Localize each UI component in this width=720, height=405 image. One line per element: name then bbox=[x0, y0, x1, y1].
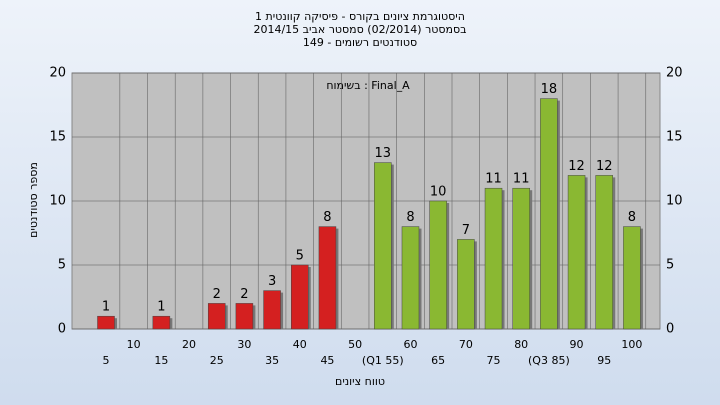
x-tick-label: 40 bbox=[293, 338, 307, 351]
bar bbox=[595, 175, 613, 330]
bar bbox=[429, 200, 447, 330]
data-label: 1 bbox=[157, 300, 165, 315]
data-label: 5 bbox=[296, 249, 304, 264]
data-label: 2 bbox=[240, 287, 248, 302]
x-tick-label: 50 bbox=[348, 338, 362, 351]
x-tick-label: 80 bbox=[514, 338, 528, 351]
x-tick-label: 90 bbox=[570, 338, 584, 351]
data-label: 8 bbox=[406, 210, 414, 225]
x-tick-label: 20 bbox=[182, 338, 196, 351]
chart-title: היסטוגרמת ציונים בקורס - פיסיקה קוונטית … bbox=[255, 10, 465, 23]
bar bbox=[97, 315, 115, 330]
y-axis-label: מספר סטודנטים bbox=[27, 162, 40, 238]
x-tick-label: 25 bbox=[210, 354, 224, 367]
chart-subtitle: בסמסטר (02/2014) סמסטר אביב 2014/15 bbox=[253, 23, 466, 36]
x-tick-label: 35 bbox=[265, 354, 279, 367]
bar bbox=[457, 239, 475, 330]
data-label: 10 bbox=[430, 185, 447, 200]
y2-tick-label: 20 bbox=[666, 66, 683, 81]
data-label: 12 bbox=[568, 159, 585, 174]
bar bbox=[623, 226, 641, 330]
bar bbox=[567, 175, 586, 330]
data-label: 12 bbox=[596, 159, 613, 174]
data-label: 11 bbox=[485, 172, 502, 187]
x-tick-label: 15 bbox=[154, 354, 168, 367]
x-tick-label: 30 bbox=[237, 338, 251, 351]
bar bbox=[512, 187, 530, 330]
data-label: 18 bbox=[541, 82, 558, 97]
x-tick-label: 70 bbox=[459, 338, 473, 351]
y2-tick-label: 0 bbox=[666, 322, 674, 337]
y-tick-label: 20 bbox=[49, 66, 66, 81]
x-axis-label: טווח ציונים bbox=[335, 375, 385, 388]
x-tick-label: 5 bbox=[103, 354, 110, 367]
bar bbox=[318, 226, 337, 330]
y2-tick-label: 15 bbox=[666, 130, 683, 145]
data-label: 13 bbox=[375, 146, 392, 161]
y-tick-label: 10 bbox=[49, 194, 66, 209]
data-label: 3 bbox=[268, 274, 276, 289]
x-tick-label: 65 bbox=[431, 354, 445, 367]
chart-subtitle: סטודנטים רשומים - 149 bbox=[303, 36, 417, 49]
data-label: 8 bbox=[628, 210, 636, 225]
bar bbox=[484, 187, 503, 330]
bar bbox=[401, 226, 420, 330]
y-tick-label: 0 bbox=[58, 322, 66, 337]
x-tick-label: 75 bbox=[487, 354, 501, 367]
bar bbox=[235, 303, 254, 330]
x-tick-label: (Q1 55) bbox=[362, 354, 404, 367]
x-tick-label: (Q3 85) bbox=[528, 354, 570, 367]
y-tick-label: 5 bbox=[58, 258, 66, 273]
y-tick-label: 15 bbox=[49, 130, 66, 145]
data-label: 11 bbox=[513, 172, 530, 187]
bar bbox=[374, 162, 392, 330]
annotation: בשימוח : Final_A bbox=[326, 79, 410, 92]
x-tick-label: 100 bbox=[621, 338, 642, 351]
x-tick-label: 60 bbox=[403, 338, 417, 351]
y2-tick-label: 10 bbox=[666, 194, 683, 209]
data-label: 1 bbox=[102, 300, 110, 315]
x-tick-label: 45 bbox=[320, 354, 334, 367]
y2-tick-label: 5 bbox=[666, 258, 674, 273]
x-tick-label: 10 bbox=[127, 338, 141, 351]
bar bbox=[540, 98, 558, 330]
x-tick-label: 95 bbox=[597, 354, 611, 367]
data-label: 8 bbox=[323, 210, 331, 225]
bar bbox=[263, 290, 281, 330]
bar bbox=[207, 303, 226, 330]
bar bbox=[291, 264, 309, 330]
bar bbox=[152, 315, 171, 330]
data-label: 2 bbox=[213, 287, 221, 302]
data-label: 7 bbox=[462, 223, 470, 238]
